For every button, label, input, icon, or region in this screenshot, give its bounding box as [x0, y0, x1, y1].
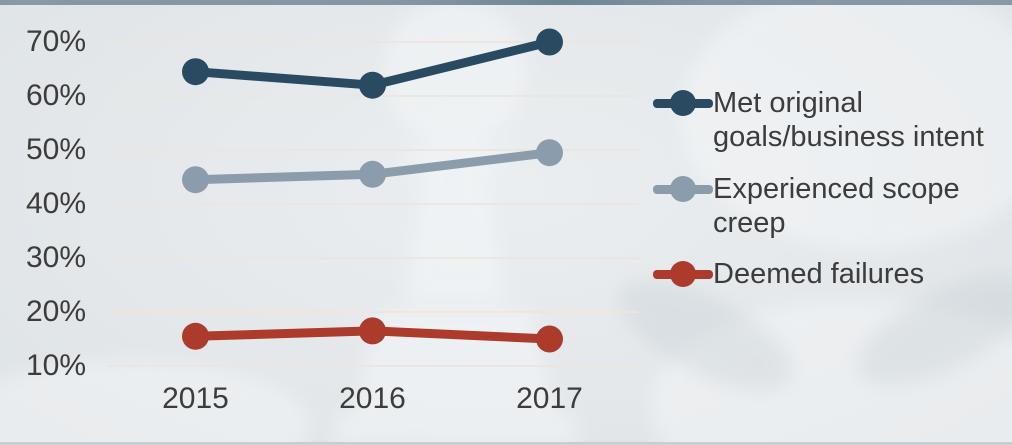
legend-item: Met original goals/business intent — [653, 86, 984, 154]
y-axis-label: 40% — [25, 187, 86, 220]
y-axis-label: 60% — [25, 79, 86, 112]
data-point — [182, 58, 209, 86]
legend-marker-icon — [653, 257, 713, 291]
bottom-strip — [0, 442, 1012, 445]
legend-item: Experienced scope creep — [653, 172, 960, 240]
legend-label: Experienced scope creep — [713, 173, 960, 239]
data-point — [182, 322, 209, 350]
data-point — [359, 160, 386, 188]
y-axis-label: 70% — [25, 25, 86, 58]
data-point — [536, 28, 563, 56]
y-axis-label: 30% — [25, 241, 86, 274]
y-axis-label: 50% — [25, 133, 86, 166]
data-point — [182, 166, 209, 194]
legend-item: Deemed failures — [653, 257, 924, 291]
data-point — [359, 71, 386, 99]
legend-label: Deemed failures — [713, 258, 925, 290]
y-axis-label: 20% — [25, 295, 86, 328]
data-point — [536, 139, 563, 167]
top-strip — [0, 0, 1012, 5]
y-axis-label: 10% — [25, 349, 86, 382]
legend-marker-icon — [653, 86, 713, 120]
x-axis-label: 2017 — [516, 382, 583, 415]
data-point — [359, 317, 386, 345]
legend-marker-icon — [653, 172, 713, 206]
data-point — [536, 325, 563, 353]
legend-label: Met original goals/business intent — [713, 87, 984, 153]
x-axis-label: 2015 — [162, 382, 229, 415]
x-axis-label: 2016 — [339, 382, 406, 415]
chart-legend: Met original goals/business intent Experi… — [653, 0, 1012, 445]
